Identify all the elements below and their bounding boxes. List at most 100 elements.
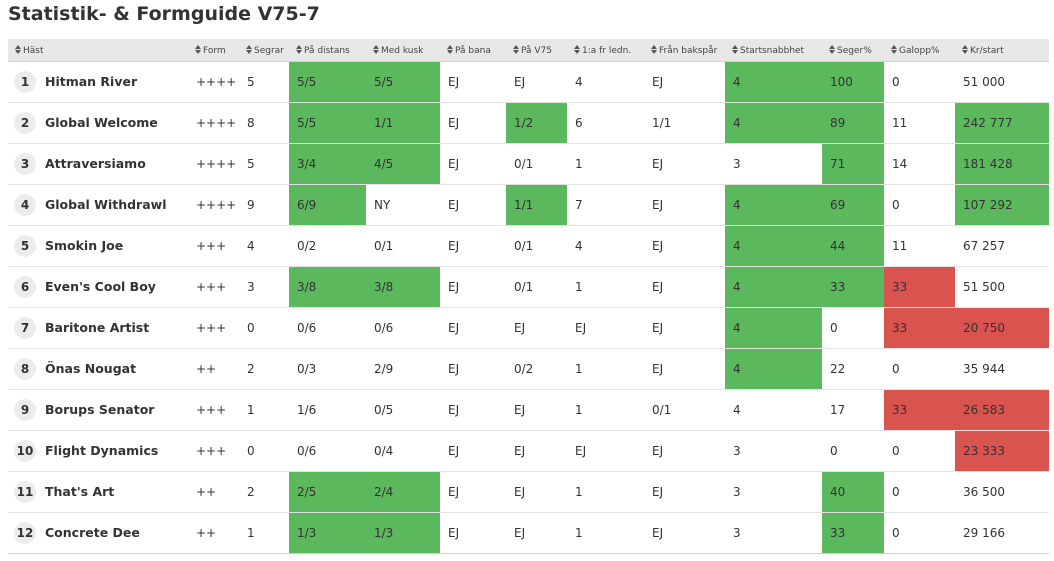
pa-bana-cell: EJ [440, 348, 506, 390]
segrar-cell: 2 [239, 348, 289, 390]
column-header-startsnabbhet[interactable]: Startsnabbhet [725, 39, 822, 62]
seger-procent-cell: 33 [822, 266, 884, 308]
pa-v75-cell: EJ [506, 471, 567, 513]
table-row[interactable]: 2 Global Welcome ++++ 8 5/5 1/1 EJ 1/2 6 1/1 4 89 11… [8, 102, 1049, 144]
column-header-segrar[interactable]: Segrar [239, 39, 289, 62]
column-header-kr-start[interactable]: Kr/start [955, 39, 1049, 62]
form-cell: ++++ [188, 143, 239, 185]
horse-cell[interactable]: 8 Önas Nougat [8, 348, 188, 390]
pa-distans-cell: 1/6 [289, 389, 366, 431]
pa-distans-cell: 3/8 [289, 266, 366, 308]
seger-procent-cell: 22 [822, 348, 884, 390]
column-header-label: Från bakspår [659, 45, 718, 56]
start-number-badge: 2 [14, 112, 36, 134]
horse-name: Even's Cool Boy [45, 279, 156, 294]
galopp-procent-cell: 33 [884, 389, 955, 431]
galopp-procent-cell: 0 [884, 348, 955, 390]
column-header-med-kusk[interactable]: Med kusk [366, 39, 440, 62]
column-header-galopp-procent[interactable]: Galopp% [884, 39, 955, 62]
table-row[interactable]: 7 Baritone Artist +++ 0 0/6 0/6 EJ EJ EJ EJ 4 0 33 20… [8, 307, 1049, 349]
startsnabbhet-cell: 3 [725, 471, 822, 513]
column-header-label: Startsnabbhet [740, 45, 805, 56]
seger-procent-cell: 0 [822, 307, 884, 349]
forsta-fr-ledn-cell: 4 [567, 61, 644, 103]
galopp-procent-cell: 11 [884, 102, 955, 144]
table-row[interactable]: 1 Hitman River ++++ 5 5/5 5/5 EJ EJ 4 EJ 4 100 0 51 0… [8, 61, 1049, 103]
seger-procent-cell: 44 [822, 225, 884, 267]
column-header-fran-bakspar[interactable]: Från bakspår [644, 39, 725, 62]
pa-v75-cell: 0/2 [506, 348, 567, 390]
start-number-badge: 12 [14, 522, 36, 544]
forsta-fr-ledn-cell: 6 [567, 102, 644, 144]
table-row[interactable]: 4 Global Withdrawl ++++ 9 6/9 NY EJ 1/1 7 EJ 4 69 0 1… [8, 184, 1049, 226]
pa-v75-cell: EJ [506, 307, 567, 349]
table-row[interactable]: 11 That's Art ++ 2 2/5 2/4 EJ EJ 1 EJ 3 40 0 36 500 [8, 471, 1049, 513]
horse-cell[interactable]: 2 Global Welcome [8, 102, 188, 144]
horse-cell[interactable]: 10 Flight Dynamics [8, 430, 188, 472]
startsnabbhet-cell: 4 [725, 61, 822, 103]
page-title: Statistik- & Formguide V75-7 [8, 3, 320, 25]
kr-start-cell: 36 500 [955, 471, 1049, 513]
segrar-cell: 0 [239, 307, 289, 349]
column-header-pa-v75[interactable]: På V75 [506, 39, 567, 62]
column-header-pa-bana[interactable]: På bana [440, 39, 506, 62]
galopp-procent-cell: 33 [884, 307, 955, 349]
sort-icon [651, 44, 658, 54]
pa-distans-cell: 6/9 [289, 184, 366, 226]
pa-v75-cell: EJ [506, 430, 567, 472]
startsnabbhet-cell: 3 [725, 143, 822, 185]
pa-v75-cell: 0/1 [506, 143, 567, 185]
pa-v75-cell: 0/1 [506, 266, 567, 308]
med-kusk-cell: 5/5 [366, 61, 440, 103]
table-header: Häst Form Segrar På distans Med kusk På bana P… [8, 39, 1049, 62]
table-row[interactable]: 10 Flight Dynamics +++ 0 0/6 0/4 EJ EJ EJ EJ 3 0 0 23… [8, 430, 1049, 472]
horse-cell[interactable]: 1 Hitman River [8, 61, 188, 103]
table-row[interactable]: 8 Önas Nougat ++ 2 0/3 2/9 EJ 0/2 1 EJ 4 22 0 35 944 [8, 348, 1049, 390]
horse-cell[interactable]: 4 Global Withdrawl [8, 184, 188, 226]
column-header-label: På bana [455, 45, 491, 56]
pa-distans-cell: 2/5 [289, 471, 366, 513]
galopp-procent-cell: 0 [884, 430, 955, 472]
fran-bakspar-cell: 0/1 [644, 389, 725, 431]
table-row[interactable]: 6 Even's Cool Boy +++ 3 3/8 3/8 EJ 0/1 1 EJ 4 33 33 5… [8, 266, 1049, 308]
column-header-form[interactable]: Form [188, 39, 239, 62]
sort-icon [15, 44, 22, 54]
pa-bana-cell: EJ [440, 307, 506, 349]
horse-cell[interactable]: 9 Borups Senator [8, 389, 188, 431]
column-header-label: Häst [23, 45, 44, 56]
table-row[interactable]: 9 Borups Senator +++ 1 1/6 0/5 EJ EJ 1 0/1 4 17 33 26… [8, 389, 1049, 431]
pa-distans-cell: 5/5 [289, 102, 366, 144]
table-row[interactable]: 12 Concrete Dee ++ 1 1/3 1/3 EJ EJ 1 EJ 3 33 0 29 166 [8, 512, 1049, 554]
forsta-fr-ledn-cell: 1 [567, 512, 644, 554]
column-header-pa-distans[interactable]: På distans [289, 39, 366, 62]
startsnabbhet-cell: 4 [725, 307, 822, 349]
table-row[interactable]: 5 Smokin Joe +++ 4 0/2 0/1 EJ 0/1 4 EJ 4 44 11 67 257 [8, 225, 1049, 267]
fran-bakspar-cell: EJ [644, 184, 725, 226]
sort-icon [962, 44, 969, 54]
form-cell: ++++ [188, 184, 239, 226]
horse-cell[interactable]: 6 Even's Cool Boy [8, 266, 188, 308]
startsnabbhet-cell: 4 [725, 225, 822, 267]
pa-distans-cell: 3/4 [289, 143, 366, 185]
column-header-label: Med kusk [381, 45, 424, 56]
horse-cell[interactable]: 5 Smokin Joe [8, 225, 188, 267]
segrar-cell: 0 [239, 430, 289, 472]
horse-cell[interactable]: 11 That's Art [8, 471, 188, 513]
column-header-forsta-fr-ledn[interactable]: 1:a fr ledn. [567, 39, 644, 62]
table-row[interactable]: 3 Attraversiamo ++++ 5 3/4 4/5 EJ 0/1 1 EJ 3 71 14 18… [8, 143, 1049, 185]
sort-icon [296, 44, 303, 54]
horse-cell[interactable]: 3 Attraversiamo [8, 143, 188, 185]
pa-distans-cell: 0/2 [289, 225, 366, 267]
horse-cell[interactable]: 12 Concrete Dee [8, 512, 188, 554]
column-header-hast[interactable]: Häst [8, 39, 188, 62]
column-header-label: Kr/start [970, 45, 1004, 56]
pa-v75-cell: EJ [506, 61, 567, 103]
formguide-table: Häst Form Segrar På distans Med kusk På bana P… [8, 39, 1049, 554]
form-cell: ++++ [188, 61, 239, 103]
column-header-seger-procent[interactable]: Seger% [822, 39, 884, 62]
start-number-badge: 3 [14, 153, 36, 175]
forsta-fr-ledn-cell: 4 [567, 225, 644, 267]
startsnabbhet-cell: 3 [725, 430, 822, 472]
horse-cell[interactable]: 7 Baritone Artist [8, 307, 188, 349]
pa-bana-cell: EJ [440, 143, 506, 185]
